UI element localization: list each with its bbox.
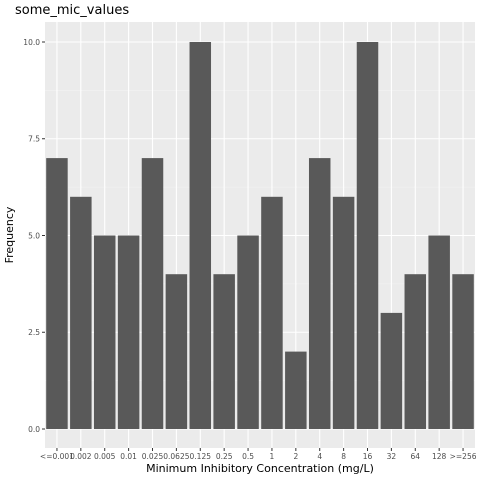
x-tick-label: 4 xyxy=(317,452,322,461)
bar xyxy=(380,312,403,429)
x-tick-label: <=0.001 xyxy=(40,452,74,461)
minor-gridlines xyxy=(45,90,475,381)
x-tick-label: 0.0625 xyxy=(163,452,189,461)
x-tick-label: 32 xyxy=(387,452,397,461)
bar xyxy=(46,158,68,429)
x-tick-label: 128 xyxy=(432,452,447,461)
x-tick-label: 16 xyxy=(363,452,373,461)
bar xyxy=(332,196,355,429)
x-tick-label: 1 xyxy=(270,452,275,461)
x-tick-label: 0.005 xyxy=(94,452,116,461)
bar xyxy=(452,274,474,429)
bar xyxy=(308,158,331,429)
bar xyxy=(189,42,212,429)
y-axis-label: Frequency xyxy=(3,206,16,263)
y-tick-label: 7.5 xyxy=(28,135,40,144)
bar xyxy=(213,274,235,429)
bar xyxy=(356,42,379,429)
x-axis-label: Minimum Inhibitory Concentration (mg/L) xyxy=(146,462,374,475)
bar xyxy=(237,235,259,429)
y-tick-label: 0.0 xyxy=(28,425,40,434)
x-tick-label: 64 xyxy=(411,452,421,461)
bar xyxy=(141,158,164,429)
y-tick-label: 5.0 xyxy=(28,231,40,240)
y-axis: 0.0 2.5 5.0 7.5 10.0 xyxy=(23,38,45,434)
x-tick-label: 2 xyxy=(293,452,298,461)
bar xyxy=(261,196,283,429)
bar xyxy=(117,235,140,429)
x-tick-label: >=256 xyxy=(450,452,477,461)
bar xyxy=(70,196,92,429)
bars xyxy=(46,42,474,429)
x-tick-label: 0.002 xyxy=(70,452,92,461)
bar xyxy=(404,274,427,429)
y-tick-label: 10.0 xyxy=(23,38,40,47)
bar xyxy=(93,235,116,429)
x-tick-label: 8 xyxy=(341,452,346,461)
bar xyxy=(165,274,188,429)
y-tick-label: 2.5 xyxy=(28,328,40,337)
x-tick-label: 0.125 xyxy=(190,452,212,461)
x-tick-label: 0.025 xyxy=(142,452,164,461)
bar xyxy=(428,235,450,429)
chart-title: some_mic_values xyxy=(15,3,129,18)
bar xyxy=(285,351,307,429)
x-tick-label: 0.25 xyxy=(216,452,233,461)
x-tick-label: 0.01 xyxy=(120,452,137,461)
x-tick-label: 0.5 xyxy=(242,452,254,461)
